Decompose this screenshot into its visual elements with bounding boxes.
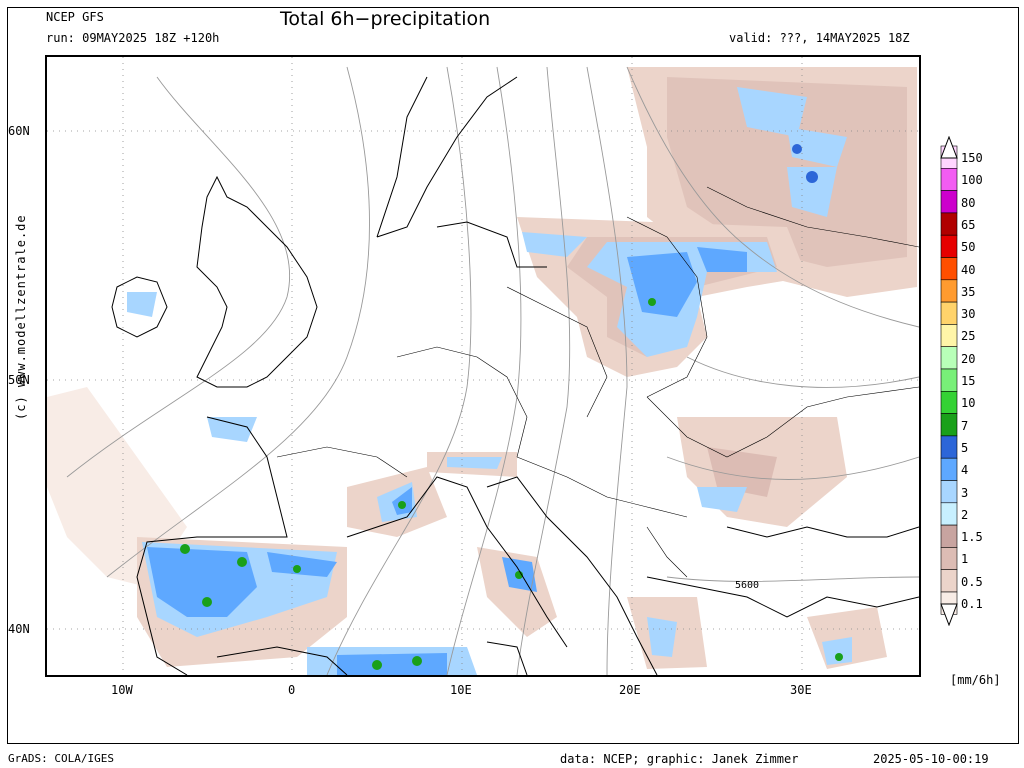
lon-label-30e: 30E xyxy=(790,683,812,697)
scale-label: 3 xyxy=(961,485,969,500)
scale-cell xyxy=(940,190,958,214)
plot-frame xyxy=(7,7,1019,744)
scale-label: 1.5 xyxy=(961,530,983,545)
scale-cell xyxy=(940,569,958,593)
run-info: run: 09MAY2025 18Z +120h xyxy=(46,31,220,45)
scale-cell xyxy=(940,391,958,414)
scale-label: 80 xyxy=(961,195,976,210)
contour-label: 5600 xyxy=(735,580,759,591)
lat-label-50n: 50N xyxy=(8,373,30,387)
scale-label: 5 xyxy=(961,440,969,455)
scale-cell xyxy=(940,212,958,236)
scale-label: 50 xyxy=(961,240,976,255)
precip-color-scale xyxy=(940,136,958,626)
scale-label: 4 xyxy=(961,463,969,478)
credit-vertical: (c) www.modellzentrale.de xyxy=(14,214,28,420)
scale-label: 2 xyxy=(961,507,969,522)
scale-cell xyxy=(940,167,958,191)
scale-label: 10 xyxy=(961,396,976,411)
valid-time: valid: ???, 14MAY2025 18Z xyxy=(729,31,910,45)
model-name: NCEP GFS xyxy=(46,10,104,24)
precipitation-map: 5600 xyxy=(45,55,921,677)
scale-cell xyxy=(940,301,958,325)
scale-cell xyxy=(940,435,958,459)
lat-lon-grid xyxy=(47,57,919,675)
software-credit: GrADS: COLA/IGES xyxy=(8,752,114,765)
scale-cell xyxy=(940,324,958,347)
scale-cell xyxy=(940,346,958,370)
scale-label: 15 xyxy=(961,374,976,388)
scale-cell xyxy=(940,368,958,392)
scale-label: 150 xyxy=(961,151,983,165)
country-borders xyxy=(276,186,919,578)
precipitation-field xyxy=(47,67,917,675)
scale-cell xyxy=(940,457,958,481)
lat-label-60n: 60N xyxy=(8,124,30,138)
coastlines xyxy=(111,76,919,675)
scale-label: 35 xyxy=(961,284,976,299)
scale-label: 0.5 xyxy=(961,574,983,589)
scale-cell xyxy=(940,480,958,504)
scale-cell xyxy=(940,279,958,303)
scale-label: 25 xyxy=(961,329,976,344)
scale-label: 0.1 xyxy=(961,597,983,611)
scale-label: 7 xyxy=(961,418,969,433)
map-title: Total 6h−precipitation xyxy=(280,8,491,30)
lon-label-10w: 10W xyxy=(111,683,133,697)
scale-cell xyxy=(940,234,958,258)
lon-label-0: 0 xyxy=(288,683,296,697)
scale-cell xyxy=(940,257,958,281)
scale-cell xyxy=(940,502,958,526)
lat-label-40n: 40N xyxy=(8,622,30,636)
scale-label: 30 xyxy=(961,307,976,322)
map-canvas: 5600 xyxy=(47,57,919,675)
scale-cell xyxy=(940,524,958,548)
timestamp: 2025-05-10-00:19 xyxy=(873,752,989,766)
scale-label: 65 xyxy=(961,217,976,232)
scale-label: 1 xyxy=(961,552,969,567)
geopotential-contours xyxy=(66,66,919,675)
scale-label: 20 xyxy=(961,351,976,366)
lon-label-20e: 20E xyxy=(619,683,641,697)
units-label: [mm/6h] xyxy=(950,673,1001,687)
scale-label: 40 xyxy=(961,262,976,277)
data-credit: data: NCEP; graphic: Janek Zimmer xyxy=(560,752,799,766)
scale-label: 100 xyxy=(961,173,983,188)
scale-cell xyxy=(940,413,958,437)
lon-label-10e: 10E xyxy=(450,683,472,697)
scale-cell xyxy=(940,547,958,570)
